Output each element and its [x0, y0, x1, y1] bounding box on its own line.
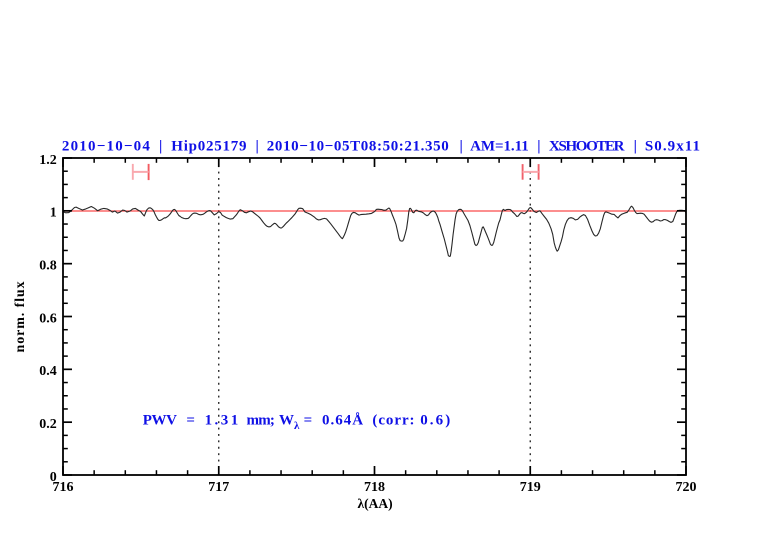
- svg-text:|: |: [634, 138, 637, 154]
- svg-text:=: =: [304, 413, 313, 429]
- svg-text:1: 1: [50, 206, 57, 221]
- svg-text:|: |: [537, 138, 540, 154]
- svg-text:|: |: [159, 138, 162, 154]
- svg-text:norm. flux: norm. flux: [13, 281, 28, 353]
- svg-text:718: 718: [364, 480, 385, 495]
- svg-text:720: 720: [676, 480, 697, 495]
- svg-text:S0.9x11: S0.9x11: [645, 138, 701, 154]
- svg-text:0.4: 0.4: [39, 364, 57, 379]
- svg-text:|: |: [256, 138, 259, 154]
- svg-text:XSHOOTER: XSHOOTER: [549, 138, 625, 154]
- svg-text:719: 719: [520, 480, 541, 495]
- svg-text:0: 0: [50, 470, 57, 485]
- svg-text:0.2: 0.2: [39, 417, 57, 432]
- svg-text:λ(AA): λ(AA): [357, 496, 392, 511]
- svg-text:mm;: mm;: [247, 413, 275, 429]
- svg-text:AM=1.11: AM=1.11: [470, 138, 529, 154]
- svg-text:1.31: 1.31: [205, 413, 241, 429]
- svg-text:|: |: [459, 138, 462, 154]
- svg-text:0.64Å: 0.64Å: [322, 413, 364, 429]
- svg-text:Hip025179: Hip025179: [171, 138, 247, 154]
- svg-text:0.6): 0.6): [420, 413, 452, 429]
- svg-text:2010−10−04: 2010−10−04: [62, 138, 151, 154]
- svg-text:(corr:: (corr:: [372, 413, 415, 429]
- svg-text:0.8: 0.8: [39, 259, 57, 274]
- svg-text:1.2: 1.2: [39, 153, 57, 168]
- svg-text:=: =: [186, 413, 195, 429]
- svg-text:PWV: PWV: [143, 413, 177, 429]
- svg-text:716: 716: [53, 480, 74, 495]
- svg-text:2010−10−05T08:50:21.350: 2010−10−05T08:50:21.350: [267, 138, 450, 154]
- svg-text:717: 717: [208, 480, 229, 495]
- svg-text:0.6: 0.6: [39, 311, 57, 326]
